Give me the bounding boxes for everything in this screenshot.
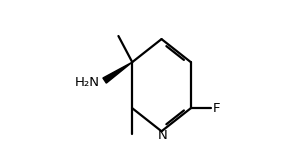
Text: H₂N: H₂N [75, 76, 100, 89]
Text: N: N [158, 129, 168, 142]
Text: F: F [213, 102, 220, 115]
Polygon shape [103, 62, 132, 83]
